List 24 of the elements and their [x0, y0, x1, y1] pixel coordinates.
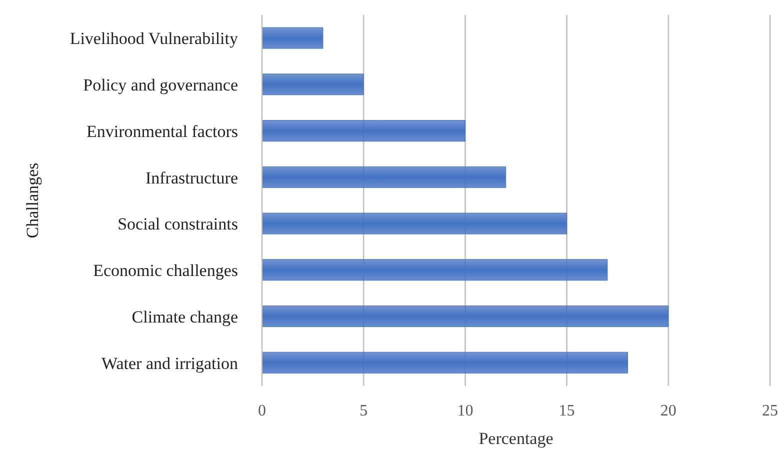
x-tick-label: 0 [258, 402, 266, 420]
y-tick-label: Water and irrigation [102, 354, 238, 373]
bar [262, 74, 364, 96]
y-tick-label: Policy and governance [83, 76, 238, 95]
x-tick-label: 10 [457, 402, 474, 420]
y-tick-label: Infrastructure [145, 168, 238, 188]
y-tick-label: Economic challenges [93, 261, 238, 280]
x-tick-label: 15 [558, 402, 575, 420]
y-tick-label: Livelihood Vulnerability [70, 29, 238, 48]
y-tick-label: Social constraints [118, 214, 238, 234]
bar [262, 27, 324, 49]
x-axis-title: Percentage [478, 429, 554, 448]
bar [262, 120, 466, 142]
y-axis-title: Challanges [23, 162, 42, 238]
x-tick-label: 20 [660, 402, 676, 420]
bar [262, 352, 628, 374]
bar [262, 259, 608, 281]
x-tick-label: 25 [762, 402, 778, 420]
bar [262, 306, 669, 328]
bar [262, 212, 568, 234]
x-tick-label: 5 [360, 402, 368, 420]
y-tick-label: Climate change [132, 307, 238, 326]
bar [262, 166, 506, 188]
y-tick-label: Environmental factors [86, 122, 238, 141]
